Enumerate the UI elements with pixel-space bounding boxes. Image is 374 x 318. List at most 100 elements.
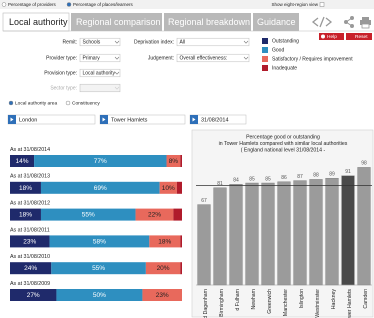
select-caret bbox=[243, 56, 249, 60]
radio[interactable] bbox=[1, 2, 7, 7]
bar-label: 23% bbox=[156, 292, 169, 299]
tab-label: Local authority bbox=[9, 17, 68, 27]
checkbox[interactable] bbox=[319, 2, 325, 7]
filter-select[interactable] bbox=[79, 68, 121, 78]
radio[interactable] bbox=[66, 2, 72, 7]
selector-caret bbox=[10, 117, 14, 122]
legend-swatch bbox=[262, 56, 268, 62]
legend-label: Good bbox=[272, 47, 284, 53]
bar-value-label: 86 bbox=[281, 175, 287, 181]
button-label: Reset bbox=[355, 34, 368, 40]
filter-value: Local authority bbox=[83, 71, 116, 77]
bar-segment bbox=[10, 262, 52, 275]
filter-select[interactable] bbox=[79, 83, 121, 93]
bar bbox=[293, 180, 307, 286]
x-tick-label: d Fulham bbox=[235, 289, 241, 311]
button-label: Help bbox=[327, 34, 337, 40]
x-tick-label: Manchester bbox=[283, 289, 289, 316]
filter-label: Deprivation index: bbox=[134, 39, 174, 45]
bar-label: 55% bbox=[92, 265, 105, 272]
bar-value-label: 98 bbox=[361, 161, 367, 167]
filter-value: All bbox=[180, 40, 186, 46]
tab[interactable] bbox=[71, 13, 162, 31]
bar-segment bbox=[180, 155, 182, 167]
bar bbox=[309, 179, 323, 286]
bar-segment bbox=[40, 181, 160, 194]
bar-segment bbox=[51, 262, 146, 275]
selector-caret bbox=[102, 117, 106, 122]
bar-value-label: 88 bbox=[313, 173, 319, 179]
bar-segment bbox=[180, 235, 182, 248]
selector-value: 31/08/2014 bbox=[201, 117, 229, 123]
bar-segment bbox=[40, 208, 136, 221]
x-tick-label: Westminster bbox=[315, 289, 321, 318]
x-tick-label: d Dagenham bbox=[203, 289, 209, 318]
bar bbox=[325, 177, 339, 286]
bar bbox=[197, 204, 211, 286]
bar-segment bbox=[176, 181, 182, 194]
tab[interactable] bbox=[164, 13, 251, 31]
row-label: As at 31/08/2013 bbox=[10, 174, 50, 180]
row-label: As at 31/08/2009 bbox=[10, 281, 50, 287]
filter-label: Remit: bbox=[63, 39, 77, 45]
legend-swatch bbox=[262, 38, 268, 44]
row-label: As at 31/08/2011 bbox=[10, 227, 50, 233]
filter-label: Provider type: bbox=[46, 55, 77, 61]
filter-select[interactable] bbox=[79, 53, 121, 63]
filter-label: Provision type: bbox=[44, 70, 77, 76]
select-caret bbox=[243, 40, 249, 44]
bar-label: 22% bbox=[148, 212, 161, 219]
radio-label: Local authority area bbox=[15, 101, 57, 107]
filter-value: Schools bbox=[83, 40, 101, 46]
bar-label: 10% bbox=[162, 185, 175, 192]
help-icon bbox=[321, 34, 325, 39]
filter-select[interactable] bbox=[176, 53, 250, 63]
bar-segment bbox=[10, 289, 57, 301]
selector-value: London bbox=[19, 117, 37, 123]
bar-segment bbox=[10, 235, 50, 248]
legend-swatch bbox=[262, 65, 268, 71]
bar-segment bbox=[56, 289, 143, 301]
bar-segment bbox=[159, 181, 177, 194]
x-tick-label: Hackney bbox=[331, 289, 337, 310]
x-tick-label: Greenwich bbox=[267, 289, 273, 314]
filter-value: Overall effectiveness: bbox=[180, 56, 228, 62]
bar-segment bbox=[10, 208, 41, 221]
bar-label: 24% bbox=[24, 265, 37, 272]
bar-label: 14% bbox=[16, 158, 29, 165]
bar-label: 69% bbox=[94, 185, 107, 192]
bar-segment bbox=[166, 155, 181, 167]
tab-label: Regional comparison bbox=[76, 17, 161, 27]
bar-value-label: 89 bbox=[329, 172, 335, 178]
print-icon[interactable] bbox=[360, 17, 371, 29]
tab-label: Regional breakdown bbox=[168, 17, 250, 27]
bar-value-label: 87 bbox=[297, 174, 303, 180]
bar-value-label: 85 bbox=[265, 176, 271, 182]
bar-label: 77% bbox=[94, 158, 107, 165]
embed-icon[interactable] bbox=[311, 16, 333, 28]
radio-label: Constituency bbox=[72, 101, 100, 107]
chart-title: in Tower Hamlets compared with similar l… bbox=[219, 141, 348, 147]
filter-select[interactable] bbox=[79, 37, 121, 47]
help-button[interactable] bbox=[319, 33, 344, 40]
option-label: Percentage of places/learners bbox=[73, 2, 134, 7]
bar-segment bbox=[173, 208, 182, 221]
bar-segment bbox=[10, 155, 35, 167]
reset-button[interactable] bbox=[346, 33, 372, 40]
bar-segment bbox=[149, 235, 181, 248]
select-caret bbox=[114, 56, 120, 60]
bar-value-label: 84 bbox=[233, 178, 239, 184]
bar bbox=[213, 187, 227, 286]
bar-label: 18% bbox=[19, 212, 32, 219]
legend-swatch bbox=[262, 47, 268, 53]
filter-select[interactable] bbox=[176, 37, 250, 47]
bar-label: 55% bbox=[82, 212, 95, 219]
filter-label: Judgement: bbox=[148, 55, 174, 61]
bar bbox=[341, 175, 355, 286]
share-icon[interactable] bbox=[344, 16, 354, 28]
bar-segment bbox=[49, 235, 150, 248]
radio[interactable] bbox=[8, 100, 14, 106]
tab[interactable] bbox=[253, 13, 299, 31]
radio[interactable] bbox=[65, 100, 71, 106]
